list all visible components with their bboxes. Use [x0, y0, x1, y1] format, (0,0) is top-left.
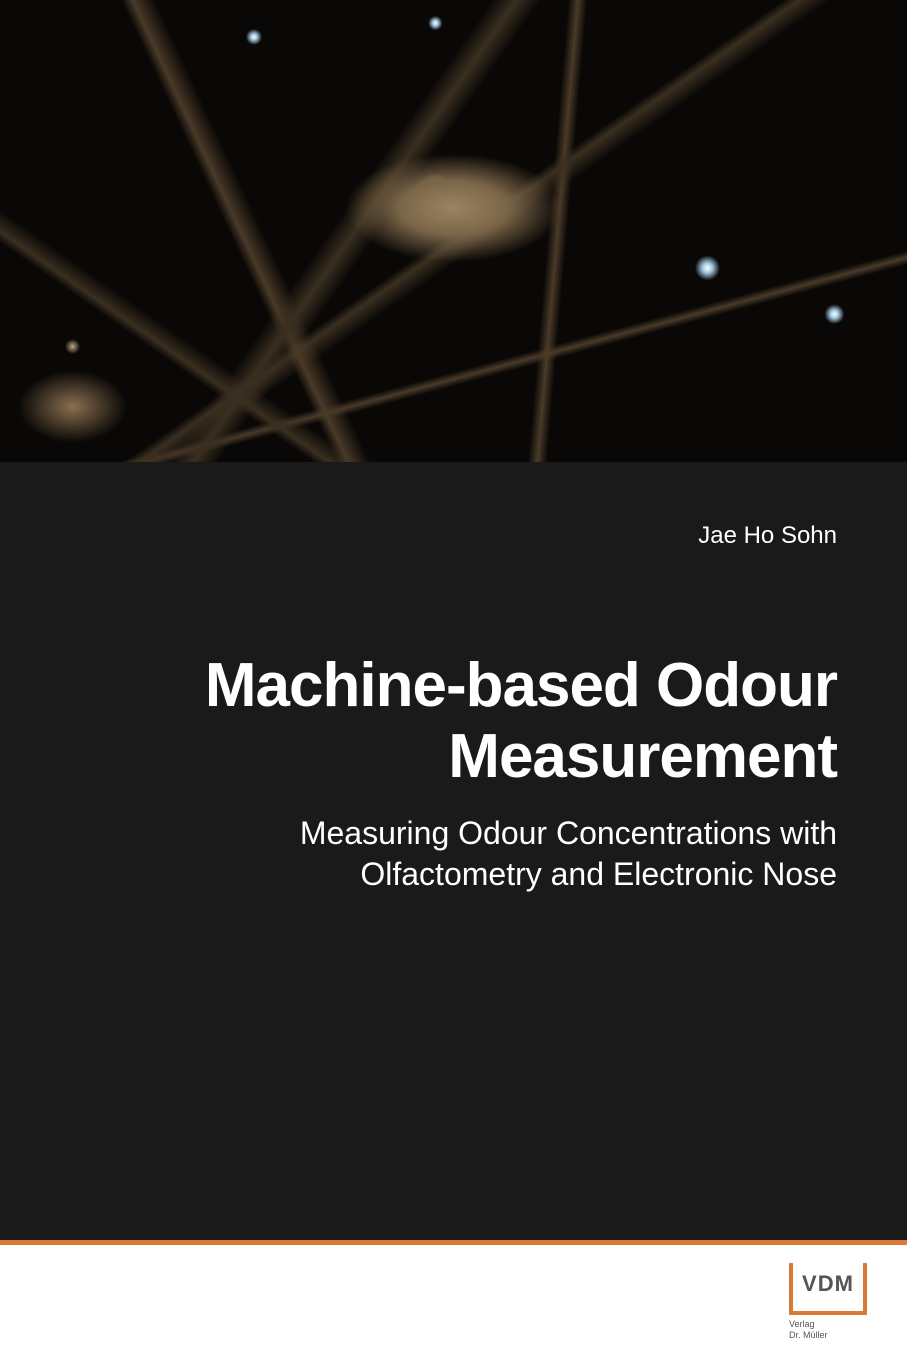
publisher-name: Verlag Dr. Müller	[789, 1319, 828, 1341]
footer-section: VDM Verlag Dr. Müller	[0, 1245, 907, 1360]
cover-image	[0, 0, 907, 462]
author-name: Jae Ho Sohn	[60, 522, 847, 550]
book-title: Machine-based Odour Measurement	[60, 650, 847, 793]
publisher-logo: VDM Verlag Dr. Müller	[789, 1263, 867, 1341]
title-section: Jae Ho Sohn Machine-based Odour Measurem…	[0, 462, 907, 1240]
logo-box: VDM	[789, 1263, 867, 1315]
neuron-illustration	[0, 0, 907, 462]
logo-text: VDM	[802, 1271, 854, 1297]
publisher-line1: Verlag	[789, 1319, 815, 1329]
book-subtitle: Measuring Odour Concentrations with Olfa…	[60, 813, 847, 896]
publisher-line2: Dr. Müller	[789, 1330, 828, 1340]
